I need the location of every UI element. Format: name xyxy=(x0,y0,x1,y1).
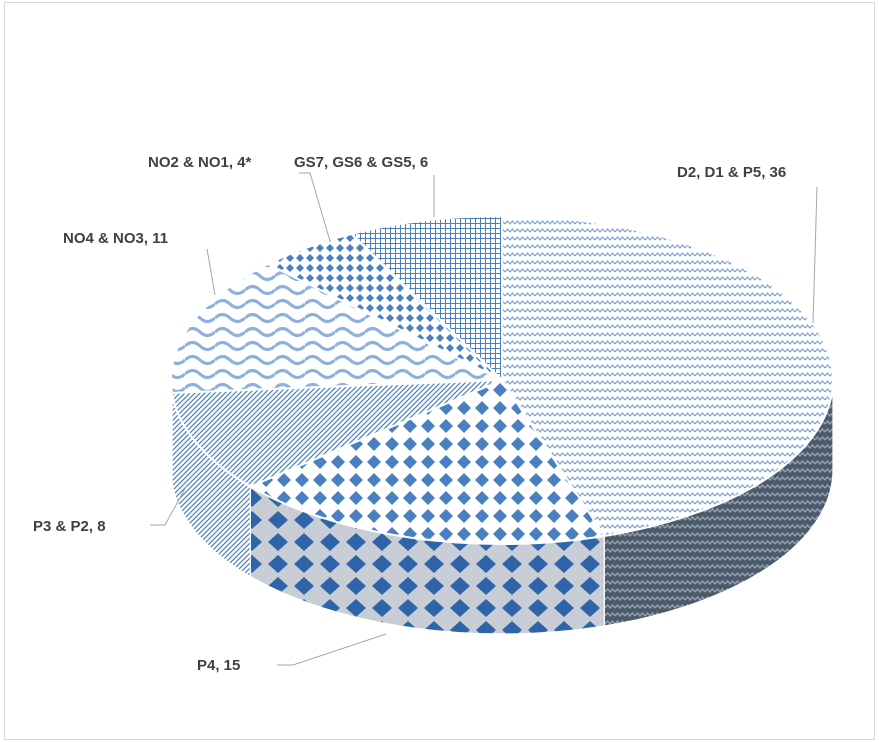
leader-line xyxy=(206,248,216,296)
leader-line xyxy=(277,633,387,666)
leader-line xyxy=(299,172,331,242)
data-labels: D2, D1 & P5, 36 P4, 15 P3 & P2, 8 NO4 & NO3… xyxy=(33,154,786,674)
pie-slice-p4 xyxy=(248,378,606,545)
data-label: NO2 & NO1, 4* xyxy=(148,154,252,171)
chart-frame: D2, D1 & P5, 36 P4, 15 P3 & P2, 8 NO4 & NO3… xyxy=(4,2,875,740)
data-label: NO4 & NO3, 11 xyxy=(63,230,168,247)
pie-slice-gs7-gs6-gs5 xyxy=(349,214,503,383)
pie-slice-p3-p2 xyxy=(170,379,503,488)
pie-chart: D2, D1 & P5, 36 P4, 15 P3 & P2, 8 NO4 & NO3… xyxy=(33,154,834,674)
data-label: P3 & P2, 8 xyxy=(33,518,106,535)
leader-line xyxy=(150,484,188,526)
leader-line xyxy=(812,186,818,324)
pie-slice-d2-d1-p5 xyxy=(501,214,834,538)
data-label: D2, D1 & P5, 36 xyxy=(677,164,786,181)
pie-slice-no4-no3 xyxy=(170,262,503,394)
leader-lines xyxy=(150,172,818,666)
pie-tops xyxy=(170,214,834,545)
data-label: P4, 15 xyxy=(197,657,240,674)
data-label: GS7, GS6 & GS5, 6 xyxy=(294,154,428,171)
